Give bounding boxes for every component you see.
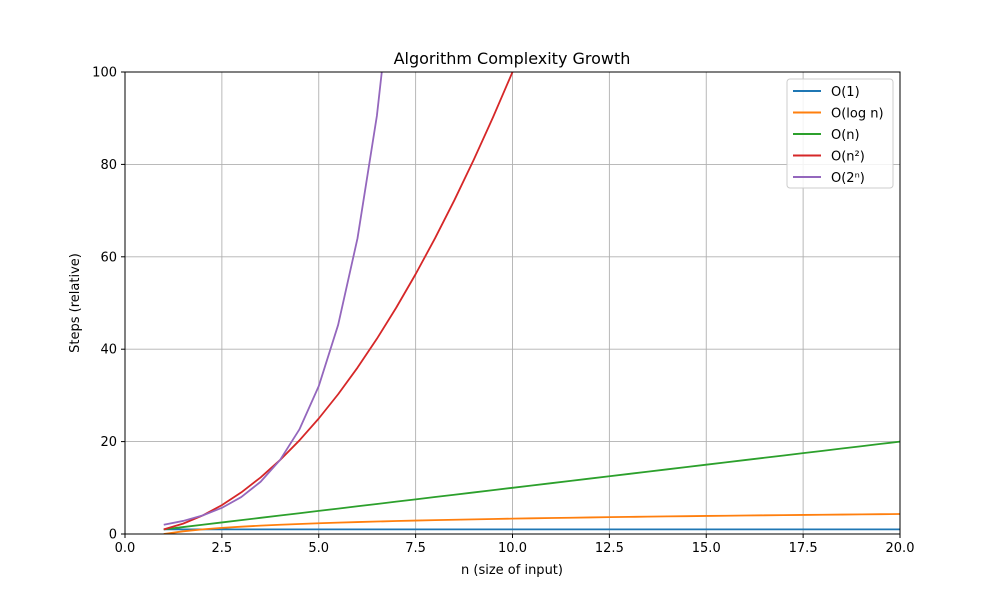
series-line-1: [163, 513, 900, 534]
y-tick-label: 60: [100, 250, 117, 265]
x-tick-label: 2.5: [212, 541, 233, 556]
series-lines: [163, 72, 900, 534]
y-tick-label: 40: [100, 343, 117, 358]
y-axis-label: Steps (relative): [68, 253, 83, 353]
legend-label: O(2ⁿ): [831, 171, 865, 186]
x-tick-label: 15.0: [692, 541, 721, 556]
legend-label: O(n²): [831, 150, 865, 165]
x-tick-label: 12.5: [595, 541, 624, 556]
x-tick-label: 20.0: [886, 541, 915, 556]
legend: O(1) O(log n) O(n) O(n²) O(2ⁿ): [786, 78, 894, 189]
y-tick-label: 80: [100, 158, 117, 173]
x-tick-label: 10.0: [498, 541, 527, 556]
x-axis-label: n (size of input): [461, 563, 563, 578]
axis-ticks: 0.0 2.5 5.0 7.5 10.0 12.5 15.0 17.5 20.0 0 20 40 60 8…: [92, 66, 914, 557]
y-tick-label: 100: [92, 66, 117, 81]
series-line-4: [163, 72, 383, 526]
x-tick-label: 0.0: [115, 541, 136, 556]
legend-label: O(1): [831, 85, 860, 100]
legend-label: O(log n): [831, 107, 884, 122]
y-tick-label: 0: [109, 528, 117, 543]
chart-title: Algorithm Complexity Growth: [394, 49, 631, 68]
series-line-2: [163, 440, 900, 531]
series-line-3: [163, 72, 514, 531]
legend-label: O(n): [831, 128, 860, 143]
x-tick-label: 5.0: [308, 541, 329, 556]
y-tick-label: 20: [100, 435, 117, 450]
x-tick-label: 7.5: [405, 541, 426, 556]
x-tick-label: 17.5: [789, 541, 818, 556]
